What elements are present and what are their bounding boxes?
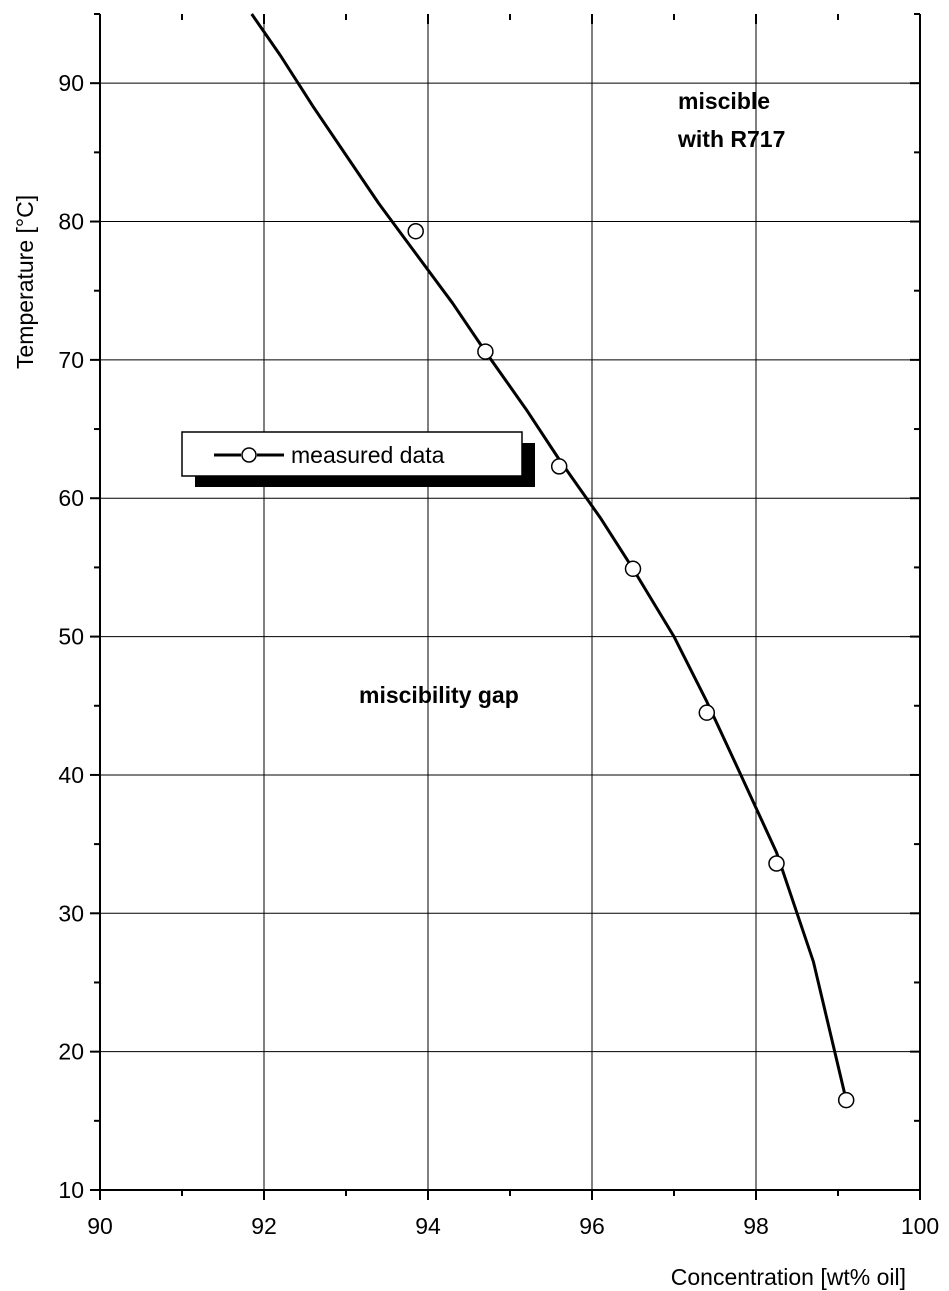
data-point [477,343,494,360]
y-tick-label: 40 [58,762,84,788]
x-axis-title: Concentration [wt% oil] [671,1264,906,1290]
data-point [550,458,568,475]
axes: 90 92 94 96 98 100 10 20 30 40 50 60 70 80 90 [58,13,939,1239]
y-tick-label: 80 [58,209,84,235]
data-point [837,1091,855,1109]
y-tick-label: 50 [58,624,84,650]
data-point [768,855,785,872]
legend-label: measured data [291,442,445,468]
x-tick-label: 90 [87,1213,113,1239]
y-axis-title: Temperature [°C] [12,195,38,369]
x-tick-label: 92 [251,1213,277,1239]
fit-curve [250,13,848,1101]
grid [100,14,920,1190]
data-points [407,222,855,1109]
x-tick-label: 100 [901,1213,939,1239]
annotation-miscibility-gap: miscibility gap [359,682,519,708]
y-tick-label: 70 [58,347,84,373]
data-point [698,704,716,721]
legend: measured data [181,431,535,487]
annotation-miscible-line1: miscible [678,88,770,114]
legend-marker-icon [241,447,257,463]
y-tick-label: 20 [58,1039,84,1065]
data-point [624,560,642,578]
y-tick-label: 60 [58,485,84,511]
x-tick-label: 96 [579,1213,605,1239]
data-point [407,222,424,240]
y-tick-label: 90 [58,70,84,96]
y-tick-label: 30 [58,900,84,926]
annotation-miscible-line2: with R717 [677,126,785,152]
y-tick-label: 10 [58,1177,84,1203]
x-tick-label: 98 [743,1213,769,1239]
x-tick-label: 94 [415,1213,441,1239]
annotation-miscible: miscible with R717 [677,88,785,152]
fit-curve-layer [250,13,848,1101]
